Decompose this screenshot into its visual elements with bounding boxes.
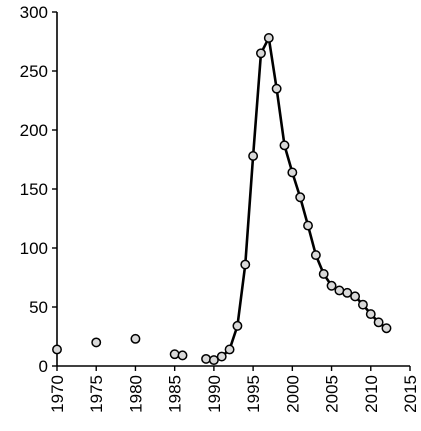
y-tick-label: 250 [20, 62, 48, 81]
axes [56, 12, 410, 367]
connected-series [201, 33, 392, 366]
y-tick-label: 150 [20, 180, 48, 199]
x-tick-label: 1985 [166, 375, 185, 413]
data-point [287, 167, 298, 178]
x-tick-label: 2005 [323, 375, 342, 413]
data-series [52, 33, 392, 366]
data-point [263, 33, 274, 43]
data-point [357, 299, 368, 310]
data-point [208, 355, 219, 366]
data-point [52, 344, 62, 355]
y-tick-label: 50 [29, 298, 48, 317]
data-point [295, 192, 306, 203]
x-tick-label: 1970 [48, 375, 67, 413]
x-tick-label: 1980 [126, 375, 145, 413]
data-point [177, 350, 188, 361]
y-tick-label: 100 [20, 239, 48, 258]
data-point [256, 48, 266, 59]
data-point [303, 220, 313, 231]
data-point [248, 151, 259, 161]
x-tick-label: 2015 [401, 375, 420, 413]
x-tick-label: 2000 [283, 375, 302, 413]
data-point [381, 323, 392, 334]
tick-labels: 0 50 100 150 200 250 300 1970 1975 1980 1985 1990 19… [20, 3, 420, 413]
data-point [130, 333, 141, 344]
data-point [91, 337, 102, 348]
y-tick-label: 300 [20, 3, 48, 22]
data-point [169, 349, 180, 360]
data-point [326, 280, 337, 291]
data-point [224, 344, 235, 355]
data-point [240, 259, 251, 270]
data-point [232, 320, 243, 331]
data-point [271, 83, 282, 94]
data-point [365, 309, 376, 320]
tick-marks [52, 11, 411, 371]
data-point [201, 353, 211, 364]
y-tick-label: 0 [39, 357, 48, 376]
x-tick-label: 1990 [205, 375, 224, 413]
data-point [350, 291, 361, 302]
data-point [318, 269, 329, 279]
x-tick-label: 1995 [244, 375, 263, 413]
data-point [342, 287, 353, 298]
y-tick-label: 200 [20, 121, 48, 140]
data-point [310, 250, 321, 261]
data-point [279, 140, 290, 151]
data-point [373, 317, 384, 328]
isolated-points-series [52, 333, 188, 361]
data-point [216, 351, 227, 362]
x-tick-label: 2010 [362, 375, 381, 413]
x-tick-label: 1975 [87, 375, 106, 413]
